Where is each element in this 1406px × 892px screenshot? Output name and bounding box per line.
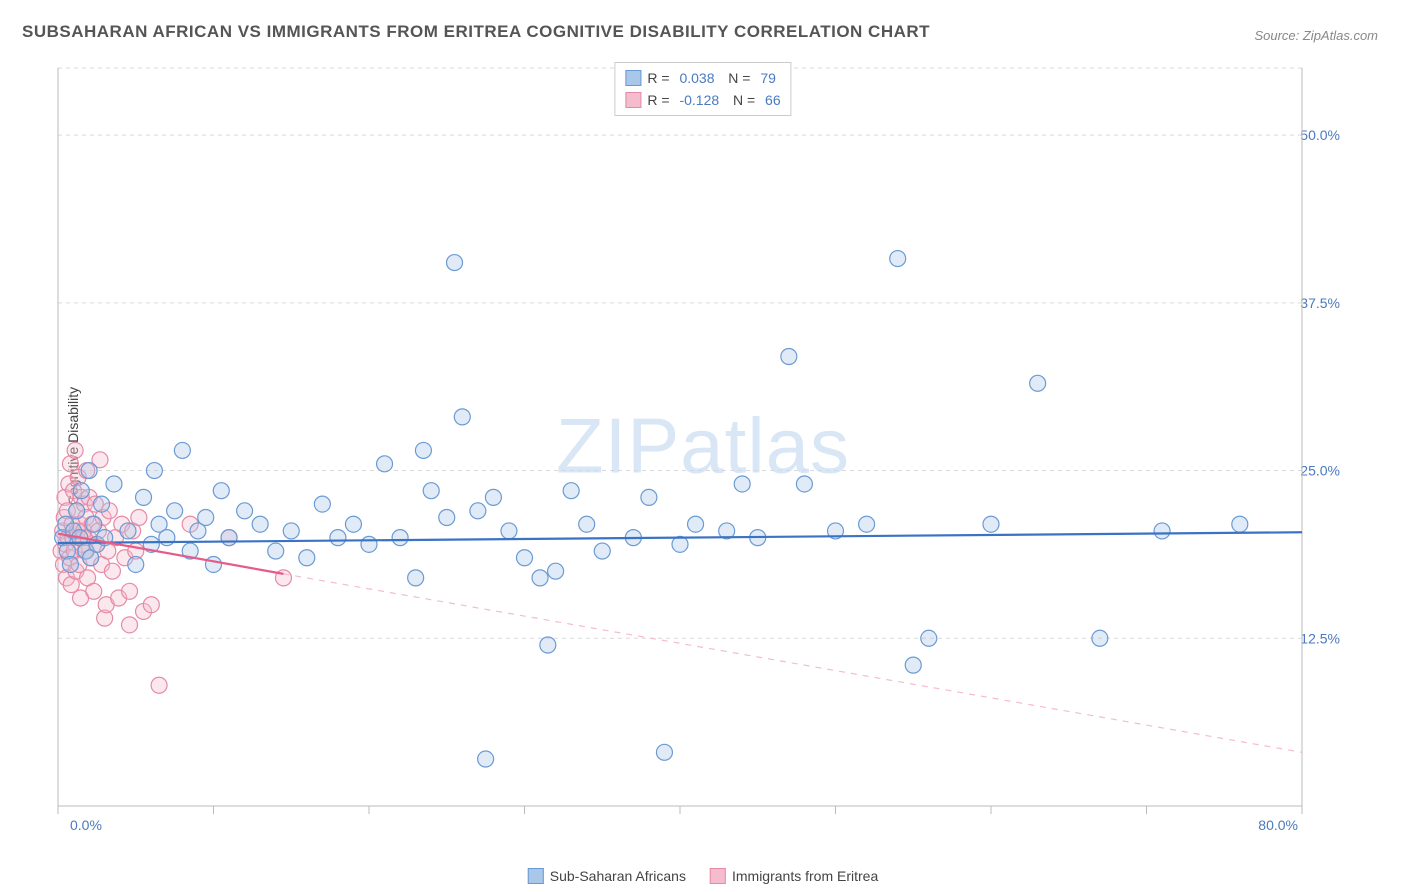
legend-text-series-2: R = -0.128 N = 66	[647, 92, 780, 108]
svg-text:80.0%: 80.0%	[1258, 817, 1298, 833]
legend-text-series-1: R = 0.038 N = 79	[647, 70, 776, 86]
svg-text:0.0%: 0.0%	[70, 817, 102, 833]
plot-area: 12.5% 25.0% 37.5% 50.0% 0.0% 80.0%	[52, 60, 1352, 840]
chart-title: SUBSAHARAN AFRICAN VS IMMIGRANTS FROM ER…	[22, 22, 930, 42]
legend-row-series-1: R = 0.038 N = 79	[625, 67, 780, 89]
legend-label-series-2: Immigrants from Eritrea	[732, 868, 878, 884]
svg-text:50.0%: 50.0%	[1300, 127, 1340, 143]
legend-item-series-1: Sub-Saharan Africans	[528, 868, 686, 884]
svg-text:37.5%: 37.5%	[1300, 295, 1340, 311]
legend-swatch-blue-icon	[528, 868, 544, 884]
svg-text:25.0%: 25.0%	[1300, 463, 1340, 479]
svg-text:12.5%: 12.5%	[1300, 630, 1340, 646]
legend-item-series-2: Immigrants from Eritrea	[710, 868, 878, 884]
correlation-legend: R = 0.038 N = 79 R = -0.128 N = 66	[614, 62, 791, 116]
legend-row-series-2: R = -0.128 N = 66	[625, 89, 780, 111]
chart-svg: 12.5% 25.0% 37.5% 50.0% 0.0% 80.0%	[52, 60, 1352, 840]
legend-label-series-1: Sub-Saharan Africans	[550, 868, 686, 884]
legend-swatch-pink-icon	[710, 868, 726, 884]
source-attribution: Source: ZipAtlas.com	[1254, 28, 1378, 43]
series-legend: Sub-Saharan Africans Immigrants from Eri…	[528, 868, 878, 884]
legend-swatch-pink	[625, 92, 641, 108]
legend-swatch-blue	[625, 70, 641, 86]
